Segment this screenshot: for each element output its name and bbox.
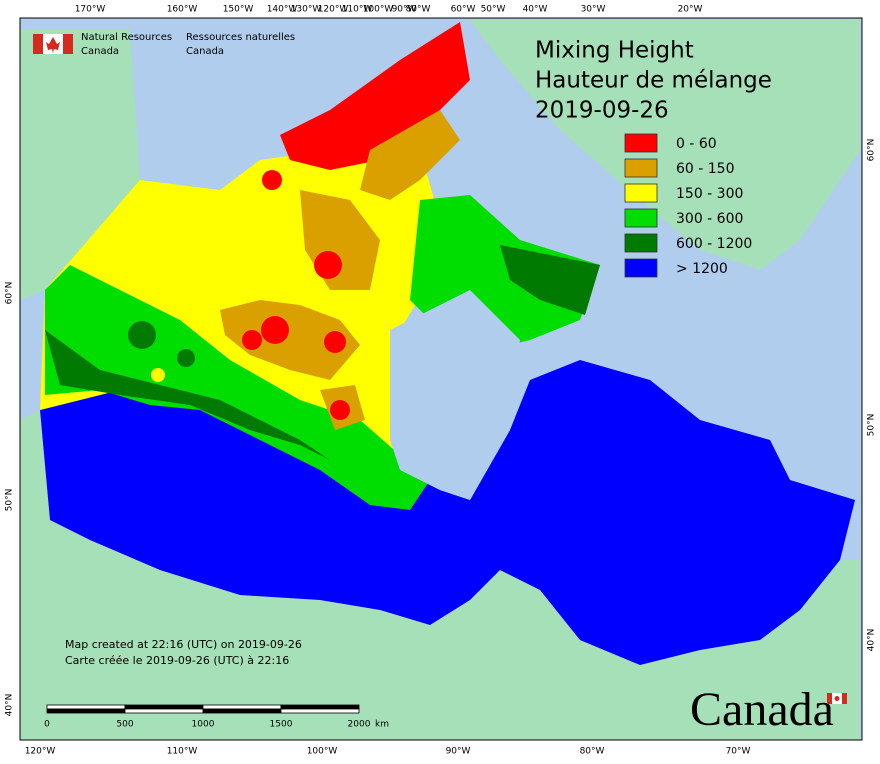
longitude-label: 110°W xyxy=(167,747,198,757)
longitude-label: 130°W xyxy=(291,5,322,15)
longitude-label: 90°W xyxy=(392,5,417,15)
scale-label: 2000 xyxy=(348,720,371,730)
flag-bar xyxy=(63,34,73,54)
longitude-label: 70°W xyxy=(726,747,751,757)
longitude-label: 100°W xyxy=(363,5,394,15)
legend-swatch xyxy=(624,233,658,253)
scale-label: 1000 xyxy=(192,720,215,730)
longitude-label: 30°W xyxy=(581,5,606,15)
legend-swatch xyxy=(624,158,658,178)
longitude-label: 20°W xyxy=(678,5,703,15)
scale-segment xyxy=(124,708,204,714)
red-spot xyxy=(261,316,289,344)
arctic-orange xyxy=(360,110,460,200)
title: Hauteur de mélange xyxy=(535,68,772,94)
red-spot xyxy=(330,400,350,420)
region-orange-1 xyxy=(220,300,360,380)
yellow-spot xyxy=(151,368,165,382)
longitude-label: 150°W xyxy=(223,5,254,15)
red-spot xyxy=(242,330,262,350)
legend-label: 600 - 1200 xyxy=(676,236,752,252)
latitude-label: 40°N xyxy=(867,629,877,652)
legend-label: 60 - 150 xyxy=(676,161,735,177)
legend-label: 0 - 60 xyxy=(676,136,717,152)
map-border xyxy=(19,17,863,741)
flag-leaf xyxy=(46,37,60,53)
scale-segment xyxy=(280,708,360,714)
longitude-label: 140°W xyxy=(267,5,298,15)
legend-swatch xyxy=(624,183,658,203)
scale-label: 500 xyxy=(116,720,133,730)
longitude-label: 160°W xyxy=(167,5,198,15)
flag-bar xyxy=(33,34,43,54)
latitude-label: 50°N xyxy=(867,414,877,437)
wordmark-flag xyxy=(827,693,847,704)
longitude-label: 120°W xyxy=(318,5,349,15)
latitude-label: 50°N xyxy=(5,489,15,512)
title-date: 2019-09-26 xyxy=(535,98,669,124)
scale-segment xyxy=(202,708,282,714)
hudson-bay xyxy=(390,290,520,500)
longitude-label: 100°W xyxy=(307,747,338,757)
longitude-label: 50°W xyxy=(481,5,506,15)
alaska xyxy=(20,30,140,300)
wordmark-flag-leaf xyxy=(834,696,840,701)
latitude-label: 60°N xyxy=(5,282,15,305)
longitude-label: 80°W xyxy=(406,5,431,15)
united-states xyxy=(20,410,860,740)
red-spot xyxy=(262,170,282,190)
agency-fr: Canada xyxy=(186,46,224,57)
legend-label: 150 - 300 xyxy=(676,186,743,202)
longitude-label: 40°W xyxy=(523,5,548,15)
scale-label: 1500 xyxy=(270,720,293,730)
dark-green-spot xyxy=(177,349,195,367)
scale-segment xyxy=(46,708,126,714)
legend-swatch xyxy=(624,258,658,278)
scale-segment xyxy=(202,704,282,710)
map-note: Carte créée le 2019-09-26 (UTC) à 22:16 xyxy=(65,654,289,667)
dark-green-spot xyxy=(128,321,156,349)
scale-segment xyxy=(280,704,360,710)
scale-segment xyxy=(46,704,126,710)
latitude-label: 60°N xyxy=(867,139,877,162)
agency-en: Natural Resources xyxy=(81,32,172,43)
longitude-label: 80°W xyxy=(580,747,605,757)
labrador-dark-green xyxy=(500,245,600,315)
map-frame xyxy=(20,18,862,740)
longitude-label: 120°W xyxy=(25,747,56,757)
logo xyxy=(33,34,73,54)
longitude-label: 90°W xyxy=(446,747,471,757)
scale-segment xyxy=(124,704,204,710)
scale-unit: km xyxy=(375,720,389,730)
legend-swatch xyxy=(624,208,658,228)
greenland xyxy=(470,20,860,270)
agency-en: Canada xyxy=(81,46,119,57)
agency-fr: Ressources naturelles xyxy=(186,32,295,43)
region-high xyxy=(40,360,855,665)
red-spot xyxy=(314,251,342,279)
region-dark-green xyxy=(45,330,330,460)
legend-swatch xyxy=(624,133,658,153)
legend-label: 300 - 600 xyxy=(676,211,743,227)
arctic-red xyxy=(280,22,470,170)
latitude-label: 40°N xyxy=(5,694,15,717)
scale-label: 0 xyxy=(44,720,50,730)
map-note: Map created at 22:16 (UTC) on 2019-09-26 xyxy=(65,638,302,651)
longitude-label: 110°W xyxy=(342,5,373,15)
red-spot xyxy=(324,331,346,353)
longitude-label: 60°W xyxy=(451,5,476,15)
longitude-label: 170°W xyxy=(75,5,106,15)
title: Mixing Height xyxy=(535,38,694,64)
legend-label: > 1200 xyxy=(676,261,728,277)
wordmark: Canada xyxy=(690,683,834,736)
